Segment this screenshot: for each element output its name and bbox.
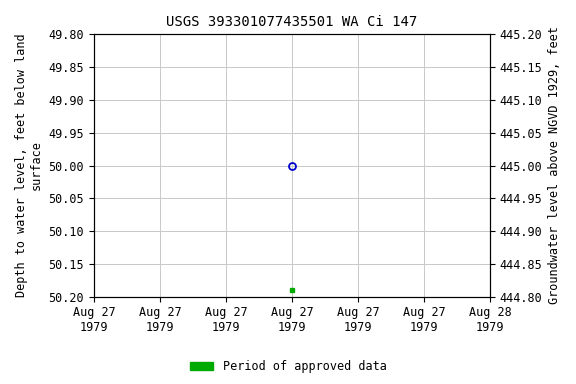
Legend: Period of approved data: Period of approved data [185,356,391,378]
Y-axis label: Groundwater level above NGVD 1929, feet: Groundwater level above NGVD 1929, feet [548,26,561,305]
Title: USGS 393301077435501 WA Ci 147: USGS 393301077435501 WA Ci 147 [166,15,418,29]
Y-axis label: Depth to water level, feet below land
surface: Depth to water level, feet below land su… [15,34,43,297]
